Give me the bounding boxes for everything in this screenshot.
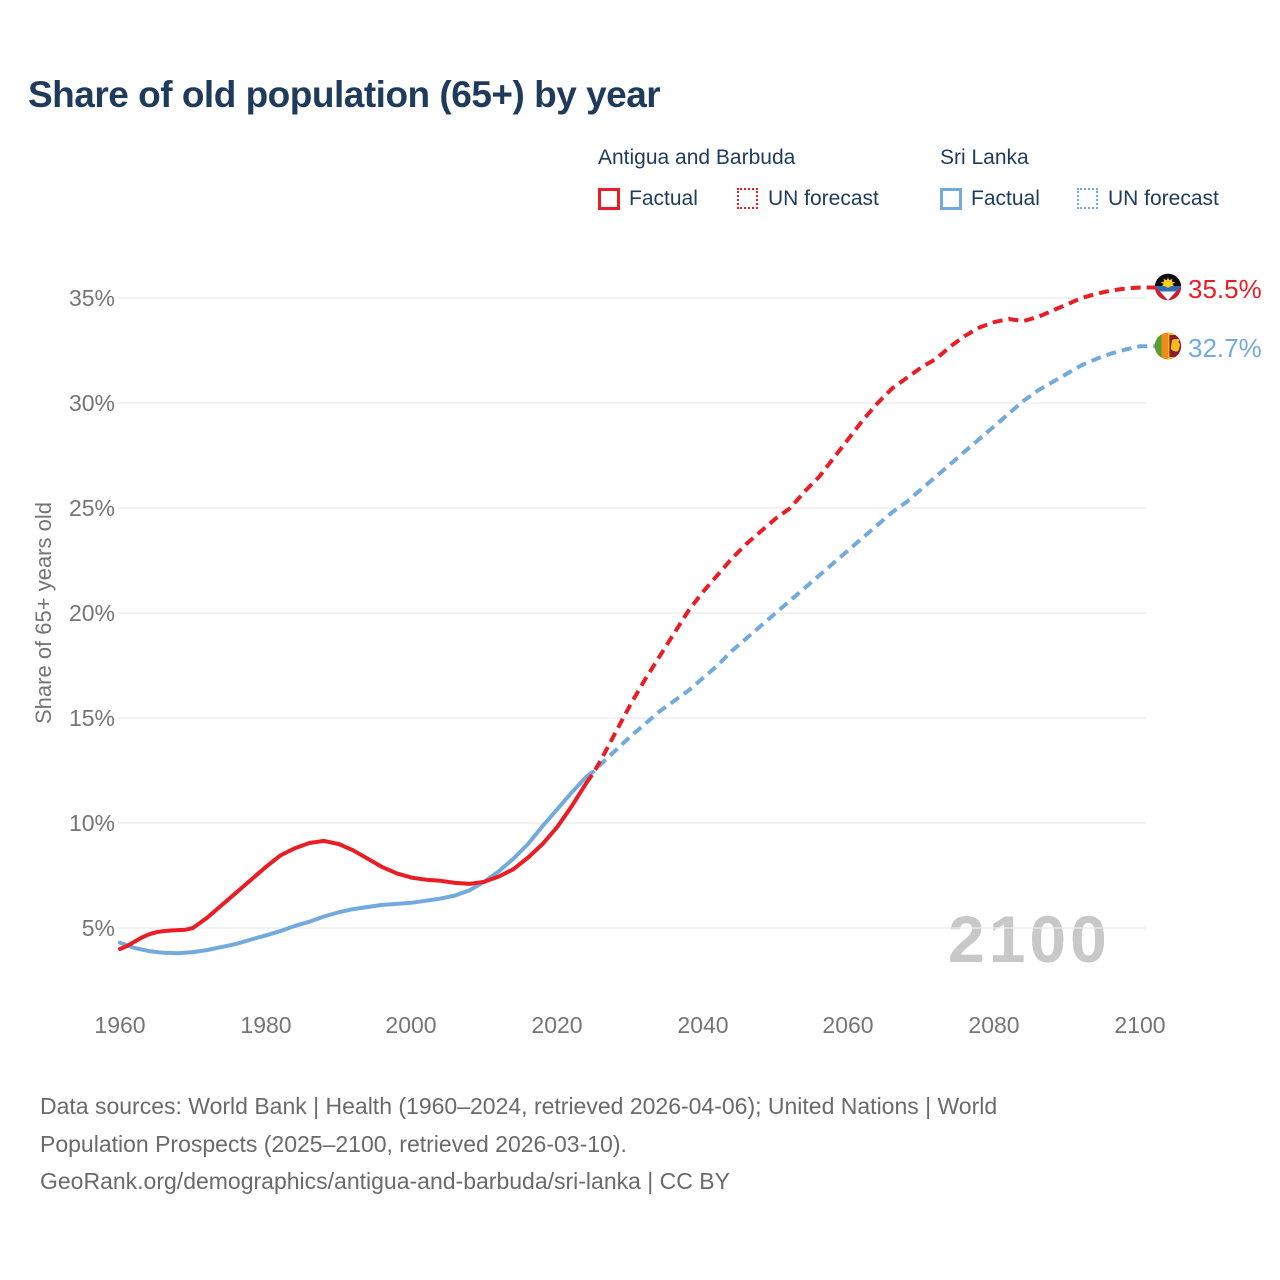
y-tick-25: 25% (68, 495, 115, 521)
footer-line-2: Population Prospects (2025–2100, retriev… (40, 1130, 627, 1157)
x-tick-1980: 1980 (240, 1012, 292, 1038)
y-tick-20: 20% (68, 600, 115, 626)
sri-lanka-factual-label: Factual (971, 187, 1040, 210)
y-tick-30: 30% (68, 390, 115, 416)
sri-lanka-forecast-line (585, 344, 1155, 779)
antigua-forecast-swatch-icon (737, 188, 758, 209)
sri-lanka-factual-swatch-icon (940, 188, 962, 210)
year-watermark: 2100 (948, 902, 1111, 976)
x-tick-2040: 2040 (677, 1012, 729, 1038)
y-tick-15: 15% (68, 705, 115, 731)
antigua-and-barbuda-flag-icon (1154, 273, 1182, 301)
x-tick-2100: 2100 (1114, 1012, 1166, 1038)
antigua-end-value-label: 35.5% (1188, 274, 1262, 304)
footer-line-3: GeoRank.org/demographics/antigua-and-bar… (40, 1168, 730, 1194)
y-tick-5: 5% (81, 915, 115, 941)
sri-lanka-end-value-label: 32.7% (1188, 333, 1262, 363)
x-tick-2080: 2080 (968, 1012, 1020, 1038)
antigua-forecast-line (584, 285, 1155, 785)
x-tick-1960: 1960 (94, 1012, 146, 1038)
sri-lanka-flag-icon (1154, 332, 1182, 360)
x-tick-2020: 2020 (531, 1012, 583, 1038)
sri-lanka-forecast-swatch-icon (1077, 188, 1098, 209)
footer: Data sources: World Bank | Health (1960–… (40, 1088, 1250, 1201)
y-tick-10: 10% (68, 810, 115, 836)
sri-lanka-forecast-label: UN forecast (1108, 187, 1219, 210)
legend-group-antigua-name: Antigua and Barbuda (598, 146, 796, 169)
footer-line-1: Data sources: World Bank | Health (1960–… (40, 1093, 998, 1119)
sri-lanka-factual-line (118, 774, 589, 956)
x-tick-2060: 2060 (822, 1012, 874, 1038)
antigua-forecast-label: UN forecast (768, 187, 879, 210)
x-tick-2000: 2000 (385, 1012, 437, 1038)
page-title: Share of old population (65+) by year (28, 74, 661, 115)
y-tick-35: 35% (68, 285, 115, 311)
antigua-factual-swatch-icon (598, 188, 620, 210)
legend-group-sri-lanka-name: Sri Lanka (940, 146, 1029, 169)
antigua-factual-label: Factual (629, 187, 698, 210)
antigua-factual-line (118, 781, 589, 951)
